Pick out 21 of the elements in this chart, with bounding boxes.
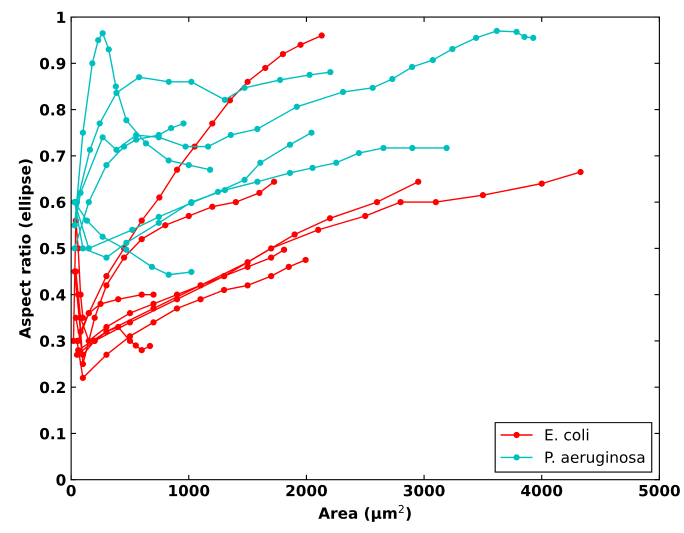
x-tick-label: 1000 (169, 484, 210, 496)
y-tick-label: 1 (57, 12, 66, 23)
x-tick-label: 4000 (521, 484, 562, 496)
x-tick-label: 2000 (286, 484, 327, 496)
y-tick-label: 0.7 (40, 150, 66, 162)
y-tick-label: 0.5 (40, 242, 66, 254)
y-tick-label: 0 (56, 474, 66, 486)
y-tick-label: 0.1 (40, 428, 66, 440)
y-tick-label: 0.4 (40, 289, 66, 301)
x-tick-label: 5000 (639, 484, 680, 496)
x-axis-title: Area (μm$^{2}$) (318, 504, 411, 522)
legend-label: P. aeruginosa (546, 451, 644, 466)
y-tick-label: 0.2 (40, 382, 65, 394)
x-tick-label: 0 (66, 484, 76, 496)
y-tick-label: 0.6 (40, 196, 66, 208)
y-tick-label: 0.3 (40, 335, 66, 347)
y-axis-title: Aspect ratio (ellipse) (18, 159, 34, 339)
y-tick-label: 0.9 (40, 58, 66, 70)
legend-label: E. coli (546, 428, 588, 441)
x-tick-label: 3000 (404, 484, 445, 496)
y-tick-label: 0.8 (40, 104, 66, 116)
